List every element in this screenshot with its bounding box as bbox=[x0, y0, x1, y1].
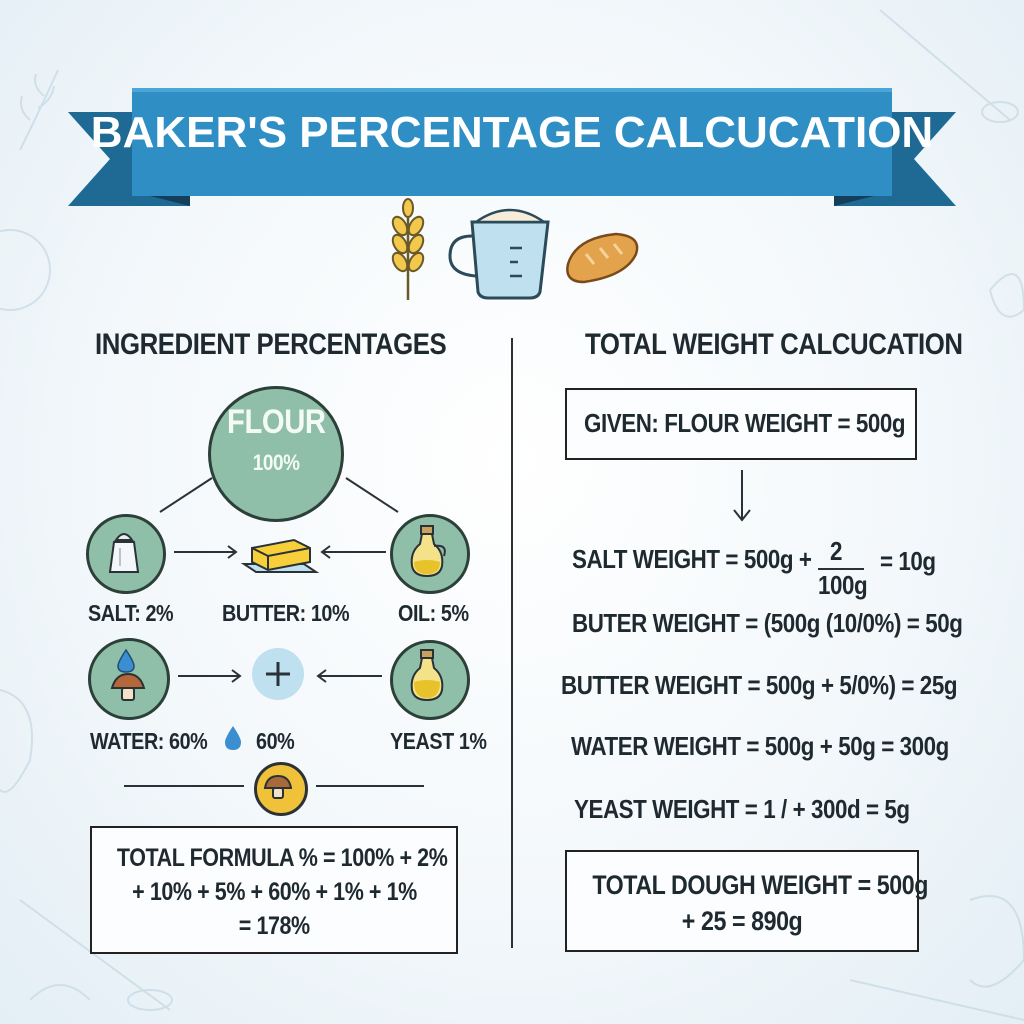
total-dough-line-1: TOTAL DOUGH WEIGHT = 500g bbox=[592, 870, 928, 900]
ingredient-percentages-title: INGREDIENT PERCENTAGES bbox=[95, 328, 447, 361]
flour-label: FLOUR bbox=[226, 403, 326, 441]
formula-line-3: = 178% bbox=[238, 912, 310, 940]
column-divider bbox=[511, 338, 513, 948]
title-banner bbox=[68, 88, 956, 206]
given-box bbox=[565, 388, 917, 460]
banner-title: BAKER'S PERCENTAGE CALCUCATION bbox=[90, 108, 934, 157]
total-formula-box bbox=[90, 826, 458, 954]
given-flour-weight: GIVEN: FLOUR WEIGHT = 500g bbox=[584, 408, 906, 438]
water-label: WATER: 60% bbox=[90, 728, 208, 754]
salt-fraction-numerator: 2 bbox=[830, 536, 843, 566]
mushroom-icon bbox=[263, 774, 293, 799]
water-weight-line: WATER WEIGHT = 500g + 50g = 300g bbox=[571, 731, 949, 761]
oil-bottle-icon bbox=[410, 525, 446, 578]
bread-loaf-icon bbox=[566, 232, 639, 284]
oil-label: OIL: 5% bbox=[398, 600, 469, 626]
butter-icon bbox=[240, 538, 320, 573]
measuring-cup-icon bbox=[448, 208, 550, 300]
total-weight-title: TOTAL WEIGHT CALCUCATION bbox=[585, 328, 963, 361]
salt-shaker-icon bbox=[108, 533, 140, 573]
header-icons bbox=[391, 198, 639, 300]
down-arrow-icon bbox=[733, 470, 751, 522]
salt-weight-prefix: SALT WEIGHT = 500g + bbox=[572, 544, 812, 574]
flour-circle bbox=[208, 386, 344, 522]
water-drop-icon bbox=[225, 726, 241, 750]
butter-label: BUTTER: 10% bbox=[222, 600, 350, 626]
yeast-bottle-icon bbox=[410, 649, 444, 702]
salt-label: SALT: 2% bbox=[88, 600, 174, 626]
buter-weight-line: BUTER WEIGHT = (500g (10/0%) = 50g bbox=[572, 608, 963, 638]
fraction-bar bbox=[818, 568, 864, 570]
yeast-weight-line: YEAST WEIGHT = 1 / + 300d = 5g bbox=[574, 794, 910, 824]
formula-line-2: + 10% + 5% + 60% + 1% + 1% bbox=[131, 878, 417, 906]
water-mushroom-icon bbox=[110, 648, 146, 701]
formula-line-1: TOTAL FORMULA % = 100% + 2% bbox=[116, 844, 448, 872]
total-dough-line-2: + 25 = 890g bbox=[681, 906, 803, 936]
total-dough-box bbox=[565, 850, 919, 952]
salt-fraction-denominator: 100g bbox=[818, 570, 868, 600]
salt-weight-result: = 10g bbox=[880, 546, 936, 576]
flour-percent: 100% bbox=[252, 450, 300, 475]
yeast-label: YEAST 1% bbox=[390, 728, 487, 754]
water-mid-percent: 60% bbox=[256, 728, 295, 754]
butter-weight-line: BUTTER WEIGHT = 500g + 5/0%) = 25g bbox=[561, 670, 958, 700]
wheat-icon bbox=[391, 198, 425, 300]
plus-icon bbox=[266, 662, 290, 686]
